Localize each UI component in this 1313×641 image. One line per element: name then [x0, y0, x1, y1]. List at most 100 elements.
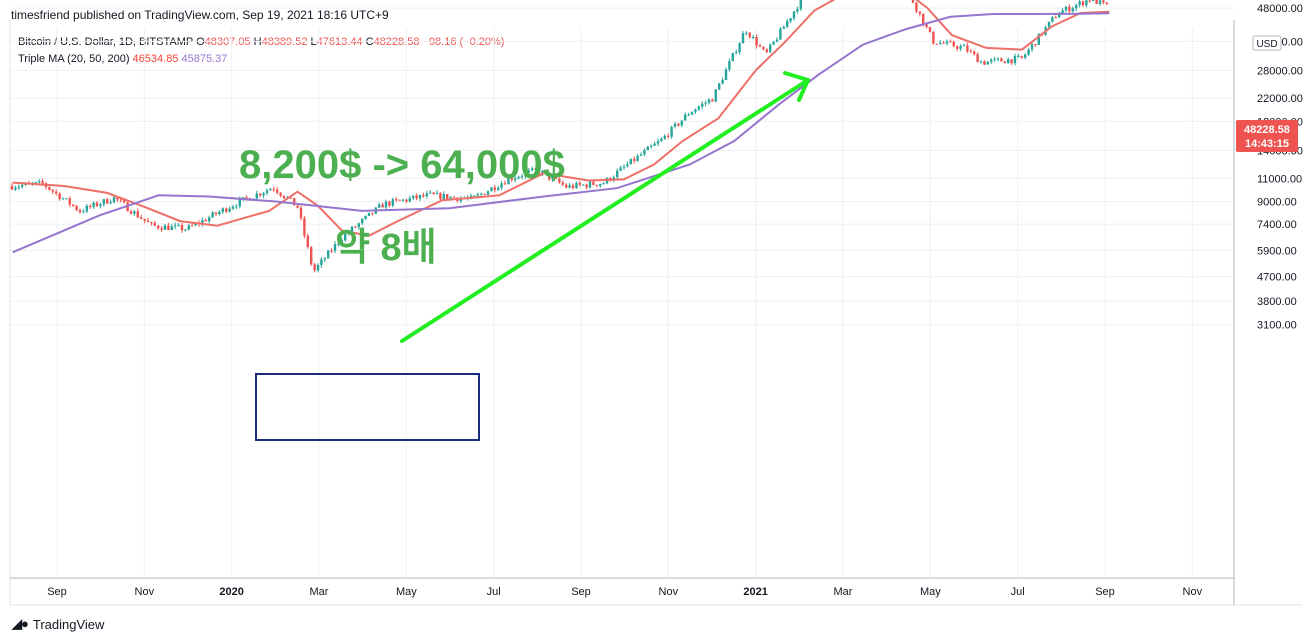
candle-body: [75, 205, 78, 211]
candle-body: [214, 212, 218, 215]
y-tick-label: 4700.00: [1257, 272, 1297, 284]
candle-body: [486, 191, 490, 195]
candle-body: [1098, 0, 1102, 4]
candle-body: [718, 83, 721, 90]
candle-body: [78, 210, 82, 213]
candle-body: [969, 51, 972, 53]
candle-body: [408, 198, 411, 202]
candle-body: [983, 61, 986, 65]
y-tick-label: 7400.00: [1257, 219, 1297, 231]
candle-body: [922, 13, 925, 25]
trend-arrow: [400, 71, 810, 343]
candle-body: [259, 193, 262, 196]
y-tick-label: 11000.00: [1257, 173, 1302, 185]
candle-body: [680, 120, 683, 126]
candle-body: [184, 229, 187, 231]
candle-body: [660, 138, 663, 142]
candle-body: [388, 201, 391, 206]
candle-body: [1017, 55, 1020, 57]
candle-body: [102, 199, 105, 205]
y-tick-label: 48000.00: [1257, 3, 1303, 15]
candle-body: [765, 49, 768, 52]
candle-body: [514, 178, 517, 180]
candle-body: [262, 193, 265, 196]
candle-body: [160, 228, 163, 230]
tv-logo-icon: ◢●: [12, 616, 29, 631]
x-tick-label: Mar: [834, 586, 853, 598]
time-axis[interactable]: Sep Nov 2020 Mar May Jul Sep Nov 2021 Mar May Jul Se…: [10, 577, 1234, 598]
candle-body: [1105, 2, 1108, 4]
x-tick-label: Nov: [659, 586, 679, 598]
candle-body: [136, 211, 139, 218]
candle-body: [772, 41, 775, 45]
candle-body: [636, 155, 639, 161]
candle-body: [643, 150, 646, 155]
candle-body: [622, 166, 626, 168]
candle-body: [962, 45, 966, 47]
candle-body: [639, 154, 643, 156]
candle-body: [391, 199, 394, 206]
ma-legend: Triple MA (20, 50, 200) 46534.85 45875.3…: [18, 53, 227, 65]
candle-body: [347, 232, 350, 234]
candle-body: [1061, 10, 1064, 14]
candle-body: [993, 58, 996, 60]
candle-body: [602, 183, 605, 185]
candle-body: [656, 141, 660, 144]
close-label: C: [365, 36, 374, 48]
candle-body: [1003, 61, 1006, 64]
low-label: L: [310, 36, 317, 48]
candle-body: [282, 195, 286, 199]
candle-body: [483, 193, 486, 195]
candle-body: [653, 143, 656, 146]
consolidation-box: [255, 373, 480, 441]
candle-body: [786, 21, 789, 27]
candle-body: [140, 217, 143, 219]
candle-body: [976, 54, 979, 63]
candle-body: [85, 205, 88, 212]
x-tick-label: Nov: [1183, 586, 1203, 598]
candle-body: [1071, 8, 1074, 12]
candle-body: [412, 195, 415, 199]
candle-body: [21, 184, 24, 187]
candle-body: [221, 208, 224, 212]
candle-body: [381, 204, 384, 208]
candle-body: [340, 240, 343, 244]
candle-body: [758, 45, 762, 47]
price-axis[interactable]: 90000.0070000.0058000.0048000.0036000.00…: [1233, 0, 1303, 605]
annotation-headline: 8,200$ -> 64,000$: [239, 143, 565, 187]
candle-body: [541, 171, 544, 174]
candle-body: [296, 205, 299, 208]
candle-body: [629, 158, 632, 165]
candle-body: [276, 189, 279, 193]
candle-body: [735, 52, 738, 54]
candle-body: [755, 37, 758, 46]
candle-body: [741, 33, 745, 44]
candle-body: [95, 202, 99, 207]
candle-body: [932, 31, 935, 44]
candle-body: [490, 187, 493, 192]
candle-body: [952, 41, 955, 47]
candle-body: [949, 41, 952, 43]
candle-body: [269, 189, 272, 191]
candle-body: [361, 218, 364, 224]
candle-body: [327, 250, 330, 259]
candle-body: [973, 51, 976, 55]
candle-body: [704, 102, 707, 104]
candle-body: [561, 182, 564, 185]
candle-body: [245, 197, 248, 199]
candle-body: [337, 243, 340, 245]
candle-body: [170, 226, 173, 230]
footer-brand[interactable]: TradingView: [32, 616, 105, 632]
candle-body: [500, 183, 503, 188]
candle-body: [330, 250, 333, 252]
candle-body: [575, 182, 578, 189]
candle-body: [935, 43, 938, 45]
candle-body: [534, 168, 537, 170]
candle-body: [616, 170, 619, 178]
candle-body: [714, 89, 717, 102]
candle-body: [517, 176, 520, 179]
candle-body: [959, 46, 962, 49]
x-tick-label: Jul: [487, 586, 501, 598]
currency-badge[interactable]: USD: [1252, 35, 1282, 51]
